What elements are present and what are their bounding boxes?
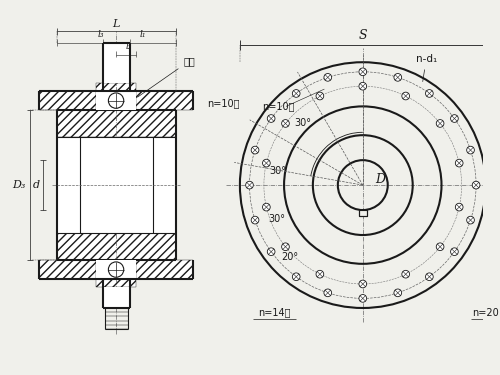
Circle shape [282,120,290,127]
Circle shape [394,74,402,81]
Bar [96,260,136,279]
Circle shape [108,262,124,277]
Text: 30°: 30° [270,166,287,176]
Circle shape [456,159,463,167]
Bar [40,91,96,110]
Circle shape [282,243,290,250]
Circle shape [292,273,300,280]
Circle shape [359,82,366,90]
Text: n-d₁: n-d₁ [416,54,437,81]
Bar [359,210,366,216]
Bar [102,287,130,308]
Circle shape [262,159,270,167]
Text: 油杯: 油杯 [138,56,195,97]
Circle shape [251,216,259,224]
Circle shape [426,90,433,97]
Bar [136,260,193,279]
Text: n=14时: n=14时 [258,308,290,318]
Bar [40,260,96,279]
Bar [96,279,136,287]
Circle shape [450,248,458,255]
Circle shape [436,243,444,250]
Circle shape [402,270,409,278]
Text: l₁: l₁ [140,30,146,39]
Circle shape [394,289,402,297]
Circle shape [316,270,324,278]
Circle shape [324,289,332,297]
Circle shape [436,120,444,127]
Circle shape [426,273,433,280]
Text: S: S [358,29,367,42]
Circle shape [262,203,270,211]
Text: 30°: 30° [295,118,312,128]
Circle shape [466,216,474,224]
Bar [102,43,130,83]
Bar [56,137,176,233]
Circle shape [472,181,480,189]
Circle shape [359,280,366,288]
Text: D₃: D₃ [12,180,26,190]
Text: n=10时: n=10时 [262,101,294,111]
Circle shape [251,146,259,154]
Circle shape [268,115,275,122]
Circle shape [402,92,409,100]
Circle shape [292,90,300,97]
Text: n=20: n=20 [472,308,499,318]
Bar [56,233,176,260]
Text: l₂: l₂ [126,42,132,51]
Circle shape [268,248,275,255]
Circle shape [324,74,332,81]
Text: n=10时: n=10时 [208,99,240,108]
Circle shape [108,93,124,108]
Text: L: L [112,19,119,28]
Text: 30°: 30° [268,214,285,223]
Bar [56,110,176,137]
Circle shape [456,203,463,211]
Text: 20°: 20° [282,252,298,262]
Circle shape [450,115,458,122]
Circle shape [466,146,474,154]
Bar [96,91,136,110]
Text: d: d [33,180,40,190]
Bar [136,91,193,110]
Bar [96,83,136,91]
Circle shape [316,92,324,100]
Circle shape [359,68,366,76]
Text: l₃: l₃ [98,30,104,39]
Circle shape [359,294,366,302]
Circle shape [246,181,254,189]
Text: D: D [375,173,385,186]
